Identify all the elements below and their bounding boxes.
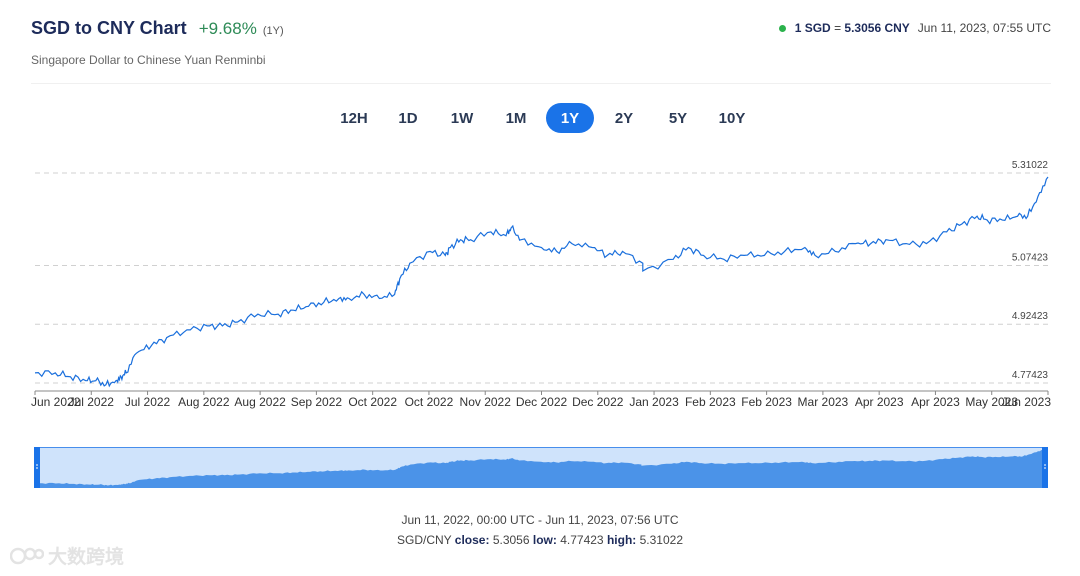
x-tick-label: May 2023 — [965, 395, 1018, 409]
header-divider — [31, 83, 1051, 84]
high-value: 5.31022 — [639, 533, 684, 547]
period-1d[interactable]: 1D — [398, 109, 418, 127]
change-percent: +9.68% — [198, 19, 257, 38]
range-navigator[interactable] — [34, 447, 1048, 488]
y-tick-label: 4.92423 — [1012, 311, 1049, 322]
close-label: close: — [454, 533, 490, 547]
x-tick-label: Aug 2022 — [234, 395, 286, 409]
x-tick-label: Sep 2022 — [291, 395, 343, 409]
period-selector: 12H 1D 1W 1M 1Y 2Y 5Y 10Y — [330, 103, 762, 133]
period-12h[interactable]: 12H — [340, 109, 368, 127]
x-tick-label: Dec 2022 — [516, 395, 568, 409]
period-1w[interactable]: 1W — [450, 109, 474, 127]
period-5y[interactable]: 5Y — [668, 109, 688, 127]
x-tick-label: Aug 2022 — [178, 395, 230, 409]
period-2y[interactable]: 2Y — [614, 109, 634, 127]
x-tick-label: Oct 2022 — [348, 395, 397, 409]
watermark-logo-icon — [10, 547, 44, 564]
high-label: high: — [606, 533, 637, 547]
pair-label: SGD/CNY — [396, 533, 452, 547]
page-title: SGD to CNY Chart — [31, 18, 187, 38]
rate-base: 1 SGD — [794, 21, 831, 35]
x-tick-label: Mar 2023 — [798, 395, 849, 409]
x-tick-label: Jan 2023 — [629, 395, 679, 409]
period-1y[interactable]: 1Y — [546, 103, 594, 133]
x-tick-label: Jun 2022 — [31, 395, 81, 409]
x-tick-label: Jun 2023 — [1002, 395, 1052, 409]
live-rate: 1 SGD = 5.3056 CNY Jun 11, 2023, 07:55 U… — [778, 21, 1051, 35]
price-stats: SGD/CNY close: 5.3056 low: 4.77423 high:… — [0, 533, 1080, 547]
rate-timestamp: Jun 11, 2023, 07:55 UTC — [917, 21, 1051, 35]
period-10y[interactable]: 10Y — [718, 109, 746, 127]
y-tick-label: 4.77423 — [1012, 370, 1049, 381]
x-tick-label: Dec 2022 — [572, 395, 624, 409]
x-tick-label: Nov 2022 — [460, 395, 512, 409]
close-value: 5.3056 — [492, 533, 530, 547]
x-tick-label: Apr 2023 — [911, 395, 960, 409]
date-range: Jun 11, 2022, 00:00 UTC - Jun 11, 2023, … — [401, 513, 679, 527]
series-line — [34, 176, 1049, 388]
x-tick-label: Oct 2022 — [405, 395, 454, 409]
chart-header: SGD to CNY Chart +9.68% (1Y) Singapore D… — [31, 18, 284, 67]
watermark: 大数跨境 — [10, 542, 124, 569]
rate-value: 5.3056 CNY — [844, 21, 910, 35]
change-period: (1Y) — [262, 25, 284, 37]
rate-equals: = — [834, 21, 842, 35]
x-tick-label: Jul 2022 — [69, 395, 115, 409]
x-tick-label: Jul 2022 — [125, 395, 171, 409]
x-tick-label: Feb 2023 — [685, 395, 736, 409]
navigator-area — [39, 449, 1043, 488]
watermark-text: 大数跨境 — [48, 547, 125, 568]
x-tick-label: Apr 2023 — [855, 395, 904, 409]
x-tick-label: Feb 2023 — [741, 395, 792, 409]
y-tick-label: 5.31022 — [1012, 160, 1049, 171]
period-1m[interactable]: 1M — [505, 109, 527, 127]
live-status-dot-icon — [778, 24, 786, 32]
page-subtitle: Singapore Dollar to Chinese Yuan Renminb… — [31, 53, 266, 67]
y-tick-label: 5.07423 — [1012, 252, 1049, 263]
low-value: 4.77423 — [560, 533, 604, 547]
low-label: low: — [532, 533, 557, 547]
